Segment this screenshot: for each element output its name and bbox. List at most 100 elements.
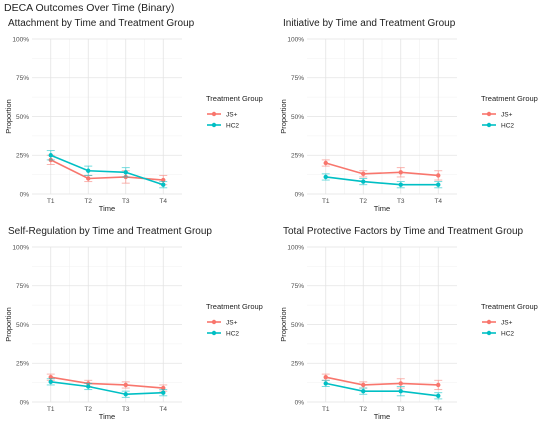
y-axis-label: Proportion bbox=[279, 99, 288, 134]
chart-svg: Attachment by Time and Treatment Group 0%… bbox=[4, 18, 263, 213]
series-line bbox=[50, 381, 164, 396]
y-tick-label: 25% bbox=[291, 153, 304, 160]
data-point bbox=[123, 382, 128, 388]
series-hc2 bbox=[321, 173, 443, 189]
data-point bbox=[86, 168, 91, 173]
y-tick-label: 75% bbox=[16, 75, 29, 82]
legend-label: HC2 bbox=[501, 122, 514, 129]
y-axis-label: Proportion bbox=[4, 307, 13, 342]
series-line bbox=[50, 154, 164, 186]
y-tick-label: 25% bbox=[16, 153, 29, 160]
data-point bbox=[123, 170, 128, 175]
legend: Treatment Group JS+ HC2 bbox=[206, 94, 263, 129]
x-tick-label: T3 bbox=[122, 198, 130, 205]
series-hc2 bbox=[321, 379, 443, 400]
y-tick-label: 0% bbox=[20, 191, 30, 198]
x-tick-label: T1 bbox=[47, 406, 55, 413]
data-point bbox=[48, 153, 53, 158]
x-tick-label: T4 bbox=[159, 406, 167, 413]
x-axis-label: Time bbox=[99, 204, 115, 213]
series-line bbox=[325, 162, 439, 177]
series-line bbox=[325, 382, 439, 397]
chart-panel-initiative: Initiative by Time and Treatment Group 0%… bbox=[275, 14, 550, 221]
y-tick-label: 75% bbox=[291, 283, 304, 290]
data-point bbox=[86, 176, 91, 181]
grid bbox=[32, 246, 182, 403]
chart-panel-total-protective-factors: Total Protective Factors by Time and Tre… bbox=[275, 222, 550, 429]
legend-label: JS+ bbox=[501, 319, 513, 326]
series-line bbox=[325, 376, 439, 386]
chart-panel-self-regulation: Self-Regulation by Time and Treatment Gr… bbox=[0, 222, 275, 429]
legend-key bbox=[482, 330, 496, 336]
series-hc2 bbox=[46, 378, 168, 398]
chart-svg: Total Protective Factors by Time and Tre… bbox=[279, 226, 538, 421]
data-point bbox=[361, 388, 366, 394]
data-point bbox=[436, 182, 441, 187]
legend-title: Treatment Group bbox=[206, 94, 263, 103]
data-point bbox=[48, 375, 53, 380]
data-point bbox=[123, 392, 128, 397]
data-point bbox=[361, 171, 366, 177]
data-point bbox=[323, 381, 328, 386]
y-tick-label: 50% bbox=[16, 322, 29, 329]
chart-title: Attachment by Time and Treatment Group bbox=[8, 18, 195, 29]
legend-label: HC2 bbox=[501, 330, 514, 337]
x-tick-label: T2 bbox=[359, 406, 367, 413]
series-line bbox=[50, 376, 164, 389]
y-tick-label: 75% bbox=[291, 75, 304, 82]
data-point bbox=[398, 388, 403, 394]
y-tick-label: 100% bbox=[12, 244, 29, 251]
data-point bbox=[436, 173, 441, 178]
x-axis-label: Time bbox=[374, 412, 390, 421]
y-axis-label: Proportion bbox=[279, 307, 288, 342]
x-tick-label: T1 bbox=[322, 198, 330, 205]
chart-title: Initiative by Time and Treatment Group bbox=[283, 18, 456, 29]
legend: Treatment Group JS+ HC2 bbox=[481, 94, 538, 129]
data-point bbox=[436, 382, 441, 388]
x-tick-label: T1 bbox=[47, 198, 55, 205]
grid bbox=[307, 246, 457, 403]
x-axis-label: Time bbox=[374, 204, 390, 213]
data-point bbox=[161, 177, 166, 183]
legend-title: Treatment Group bbox=[481, 94, 538, 103]
legend-key bbox=[482, 122, 496, 128]
data-point bbox=[361, 179, 366, 184]
y-tick-label: 50% bbox=[291, 322, 304, 329]
legend-key bbox=[207, 319, 221, 325]
y-tick-label: 25% bbox=[16, 361, 29, 368]
chart-svg: Self-Regulation by Time and Treatment Gr… bbox=[4, 226, 263, 421]
x-tick-label: T4 bbox=[434, 198, 442, 205]
data-point bbox=[161, 385, 166, 391]
y-tick-label: 50% bbox=[16, 114, 29, 121]
legend-label: JS+ bbox=[226, 319, 238, 326]
data-point bbox=[323, 375, 328, 380]
legend: Treatment Group JS+ HC2 bbox=[481, 302, 538, 337]
chart-title: Total Protective Factors by Time and Tre… bbox=[283, 226, 524, 237]
series-line bbox=[325, 176, 439, 186]
data-point bbox=[398, 381, 403, 386]
data-point bbox=[436, 393, 441, 398]
chart-svg: Initiative by Time and Treatment Group 0%… bbox=[279, 18, 538, 213]
y-tick-label: 0% bbox=[20, 399, 30, 406]
data-point bbox=[86, 384, 91, 389]
y-tick-label: 0% bbox=[295, 399, 305, 406]
x-tick-label: T3 bbox=[397, 406, 405, 413]
legend-label: JS+ bbox=[501, 111, 513, 118]
legend-title: Treatment Group bbox=[206, 302, 263, 311]
chart-title: Self-Regulation by Time and Treatment Gr… bbox=[8, 226, 212, 237]
legend-label: HC2 bbox=[226, 330, 239, 337]
x-tick-label: T4 bbox=[159, 198, 167, 205]
x-tick-label: T3 bbox=[122, 406, 130, 413]
y-tick-label: 75% bbox=[16, 283, 29, 290]
y-tick-label: 100% bbox=[287, 244, 304, 251]
legend-key bbox=[482, 111, 496, 117]
data-point bbox=[398, 170, 403, 175]
x-tick-label: T1 bbox=[322, 406, 330, 413]
data-point bbox=[48, 379, 53, 385]
y-tick-label: 25% bbox=[291, 361, 304, 368]
data-point bbox=[361, 382, 366, 388]
series-hc2 bbox=[46, 150, 168, 189]
series-js bbox=[321, 373, 443, 391]
y-tick-label: 100% bbox=[12, 36, 29, 43]
x-tick-label: T3 bbox=[397, 198, 405, 205]
